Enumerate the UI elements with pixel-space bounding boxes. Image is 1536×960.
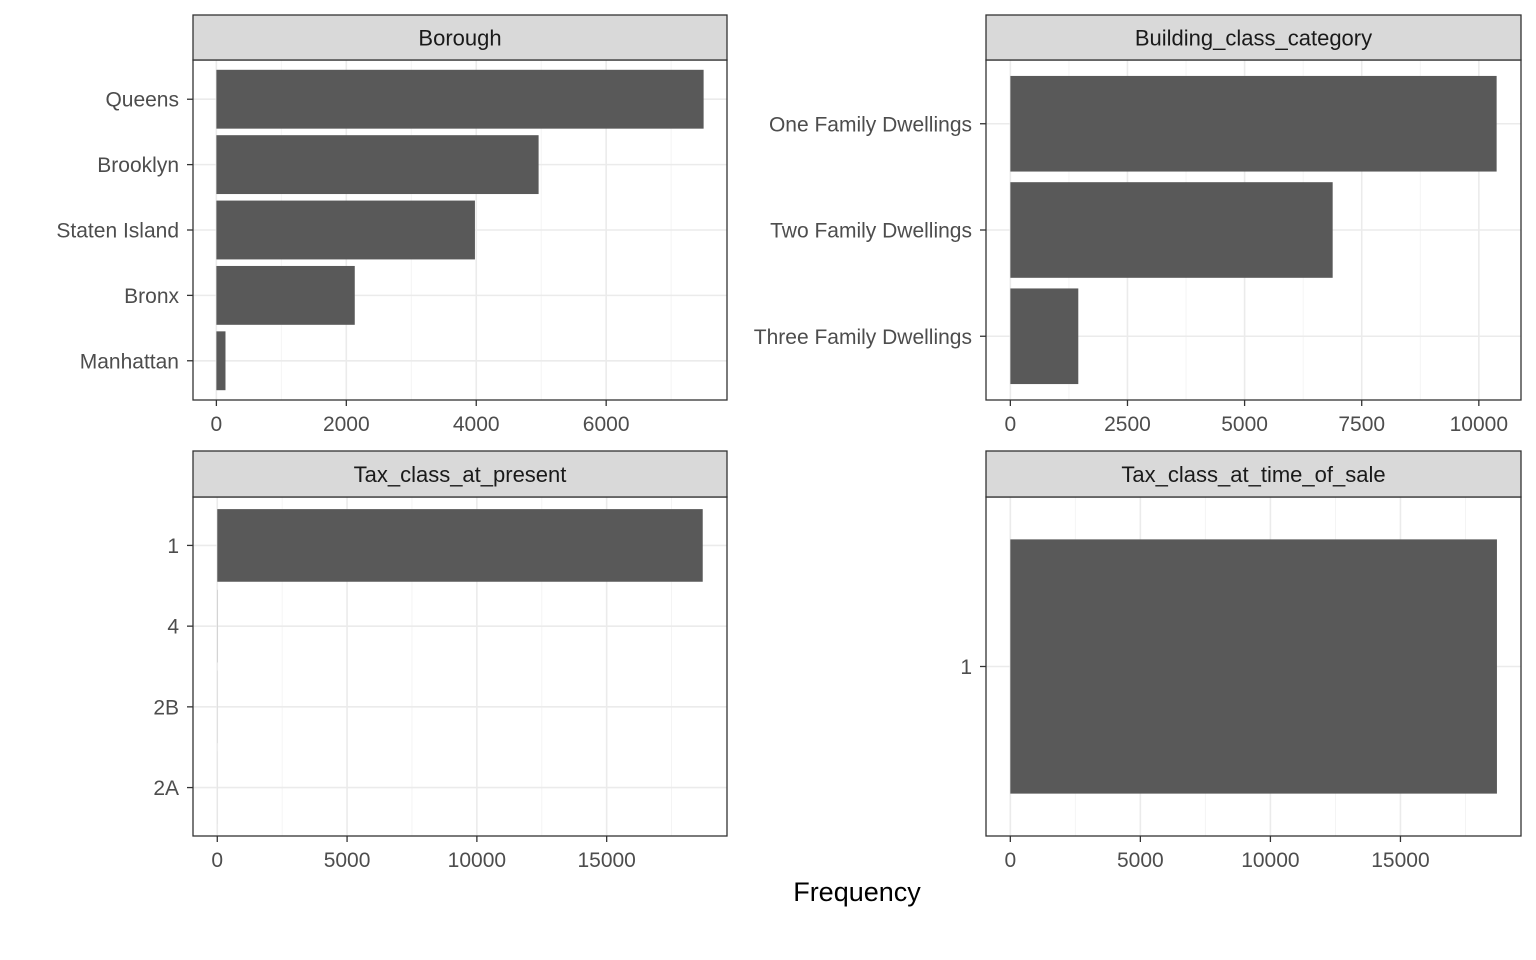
- y-tick-label: 2B: [153, 696, 179, 719]
- x-tick-label: 5000: [1117, 849, 1164, 872]
- x-tick-label: 2500: [1104, 413, 1151, 436]
- bar-one-family-dwellings: [1010, 75, 1497, 172]
- facet-strip: [192, 450, 728, 498]
- facet-strip-label: Tax_class_at_time_of_sale: [1121, 462, 1385, 487]
- facet-strip: [192, 14, 728, 61]
- facet-strip: [985, 450, 1522, 498]
- x-tick-label: 15000: [577, 849, 635, 872]
- y-tick-label: Brooklyn: [97, 154, 179, 177]
- y-tick-label: One Family Dwellings: [769, 113, 972, 136]
- x-tick-label: 7500: [1338, 413, 1385, 436]
- x-tick-label: 0: [211, 413, 223, 436]
- y-tick-label: Manhattan: [80, 350, 179, 373]
- y-tick-label: Bronx: [124, 285, 179, 308]
- facet-strip: [985, 14, 1522, 61]
- bar-brooklyn: [216, 135, 539, 195]
- x-tick-label: 4000: [453, 413, 500, 436]
- x-tick-label: 2000: [323, 413, 370, 436]
- y-tick-label: 1: [960, 656, 972, 679]
- bar-two-family-dwellings: [1010, 182, 1333, 278]
- bar-bronx: [216, 265, 355, 325]
- y-tick-label: Two Family Dwellings: [770, 220, 972, 243]
- x-tick-label: 5000: [1221, 413, 1268, 436]
- y-tick-label: 4: [167, 616, 179, 639]
- x-axis-label: Frequency: [793, 877, 921, 907]
- y-tick-label: 2A: [153, 777, 179, 800]
- bar-three-family-dwellings: [1010, 288, 1079, 385]
- facet-borough: Borough Queens Brooklyn Staten Island Bronx M…: [56, 14, 728, 436]
- y-tick-label: Three Family Dwellings: [754, 326, 972, 349]
- facet-strip-label: Building_class_category: [1135, 26, 1372, 51]
- bar-1: [1010, 539, 1497, 794]
- x-tick-label: 15000: [1371, 849, 1429, 872]
- x-tick-label: 10000: [1241, 849, 1299, 872]
- facet-panels: Borough Queens Brooklyn Staten Island Bronx M…: [56, 14, 1522, 872]
- bar-manhattan: [216, 331, 226, 391]
- bar-1: [217, 509, 703, 582]
- y-tick-label: Staten Island: [56, 220, 179, 243]
- x-tick-label: 6000: [583, 413, 630, 436]
- facet-tax-class-at-time-of-sale: Tax_class_at_time_of_sale 1 0 5000 10000 1500…: [960, 450, 1522, 872]
- x-tick-label: 10000: [1450, 413, 1508, 436]
- y-tick-label: 1: [167, 535, 179, 558]
- x-tick-label: 0: [1004, 849, 1016, 872]
- facet-strip-label: Borough: [418, 26, 501, 51]
- x-tick-label: 0: [211, 849, 223, 872]
- bar-staten-island: [216, 200, 475, 260]
- bar-queens: [216, 69, 704, 129]
- y-tick-label: Queens: [105, 89, 179, 112]
- facet-building-class-category: Building_class_category One Family Dwelli…: [754, 14, 1522, 436]
- x-tick-label: 10000: [448, 849, 506, 872]
- x-tick-label: 5000: [324, 849, 371, 872]
- facet-strip-label: Tax_class_at_present: [354, 462, 567, 487]
- x-tick-label: 0: [1005, 413, 1017, 436]
- facet-tax-class-at-present: Tax_class_at_present 1 4 2B 2A 0 5000 10000 1500…: [153, 450, 728, 872]
